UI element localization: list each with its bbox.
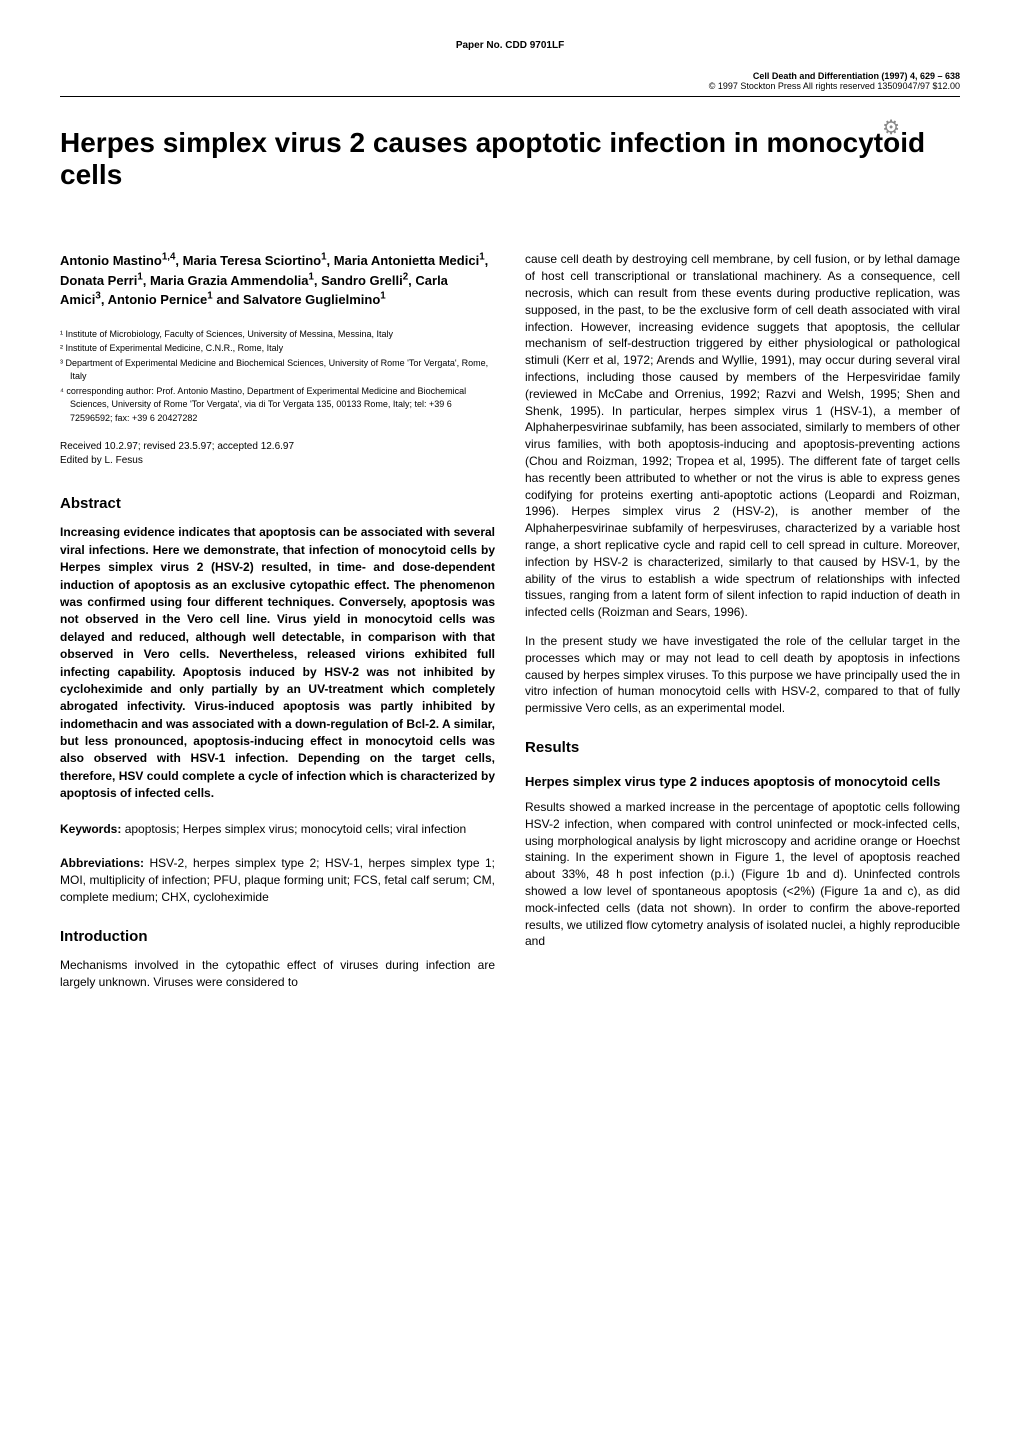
keywords-block: Keywords: apoptosis; Herpes simplex viru… [60,821,495,838]
abstract-text: Increasing evidence indicates that apopt… [60,524,495,802]
keywords-text: apoptosis; Herpes simplex virus; monocyt… [121,822,466,836]
publisher-logo-icon: ⚙ [882,115,900,140]
results-heading: Results [525,737,960,758]
received-line: Received 10.2.97; revised 23.5.97; accep… [60,441,294,452]
abbreviations-label: Abbreviations: [60,856,144,870]
affiliation-item: ⁴ corresponding author: Prof. Antonio Ma… [60,385,495,426]
introduction-continued: cause cell death by destroying cell memb… [525,251,960,621]
affiliations-block: ¹ Institute of Microbiology, Faculty of … [60,328,495,426]
results-subheading: Herpes simplex virus type 2 induces apop… [525,773,960,791]
affiliation-item: ² Institute of Experimental Medicine, C.… [60,342,495,356]
two-column-layout: Antonio Mastino1,4, Maria Teresa Sciorti… [60,251,960,1002]
introduction-heading: Introduction [60,926,495,947]
introduction-paragraph-2: In the present study we have investigate… [525,633,960,717]
manuscript-dates: Received 10.2.97; revised 23.5.97; accep… [60,440,495,468]
paper-number: Paper No. CDD 9701LF [60,40,960,51]
edited-line: Edited by L. Fesus [60,455,143,466]
introduction-paragraph: Mechanisms involved in the cytopathic ef… [60,957,495,991]
results-paragraph: Results showed a marked increase in the … [525,799,960,950]
copyright-line: © 1997 Stockton Press All rights reserve… [709,81,960,91]
header-divider [60,96,960,97]
affiliation-item: ¹ Institute of Microbiology, Faculty of … [60,328,495,342]
abbreviations-block: Abbreviations: HSV-2, herpes simplex typ… [60,855,495,905]
author-list: Antonio Mastino1,4, Maria Teresa Sciorti… [60,251,495,310]
right-column: cause cell death by destroying cell memb… [525,251,960,1002]
journal-header: Cell Death and Differentiation (1997) 4,… [60,71,960,91]
keywords-label: Keywords: [60,822,121,836]
left-column: Antonio Mastino1,4, Maria Teresa Sciorti… [60,251,495,1002]
article-title: Herpes simplex virus 2 causes apoptotic … [60,127,960,191]
abstract-heading: Abstract [60,493,495,514]
affiliation-item: ³ Department of Experimental Medicine an… [60,357,495,384]
journal-citation: Cell Death and Differentiation (1997) 4,… [753,71,960,81]
